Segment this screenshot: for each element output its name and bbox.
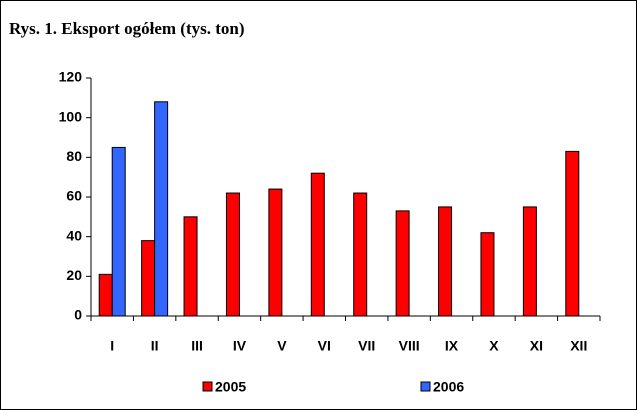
x-tick-label: X — [489, 338, 499, 354]
bar — [438, 206, 453, 317]
y-tick-label: 80 — [66, 148, 82, 164]
x-tick-label: I — [110, 338, 114, 354]
legend-label: 2006 — [433, 379, 464, 395]
x-tick-label: VI — [318, 338, 331, 354]
bar — [310, 172, 325, 317]
x-tick-label: IX — [445, 338, 459, 354]
bar — [395, 210, 410, 317]
bar — [111, 146, 126, 317]
chart-title: Rys. 1. Eksport ogółem (tys. ton) — [9, 19, 245, 38]
x-tick-label: VIII — [399, 338, 420, 354]
bar — [98, 273, 113, 317]
bar — [141, 240, 156, 317]
bar — [268, 188, 283, 317]
bar — [522, 206, 537, 317]
x-tick-label: XII — [570, 338, 587, 354]
bar — [154, 101, 169, 317]
y-tick-label: 40 — [66, 227, 82, 243]
x-tick-label: V — [277, 338, 287, 354]
bar — [353, 192, 368, 317]
x-tick-label: IV — [233, 338, 247, 354]
y-tick-label: 60 — [66, 188, 82, 204]
bar — [480, 232, 495, 317]
bar — [225, 192, 240, 317]
x-tick-label: II — [151, 338, 159, 354]
x-tick-label: VII — [358, 338, 375, 354]
y-tick-label: 100 — [59, 108, 83, 124]
bar — [183, 216, 198, 317]
y-tick-label: 20 — [66, 267, 82, 283]
legend-swatch — [420, 381, 431, 392]
bar — [565, 150, 580, 317]
x-tick-label: III — [191, 338, 203, 354]
y-tick-label: 120 — [59, 69, 83, 85]
legend-swatch — [202, 381, 213, 392]
legend-label: 2005 — [215, 379, 246, 395]
x-tick-label: XI — [530, 338, 543, 354]
y-tick-label: 0 — [74, 307, 82, 323]
